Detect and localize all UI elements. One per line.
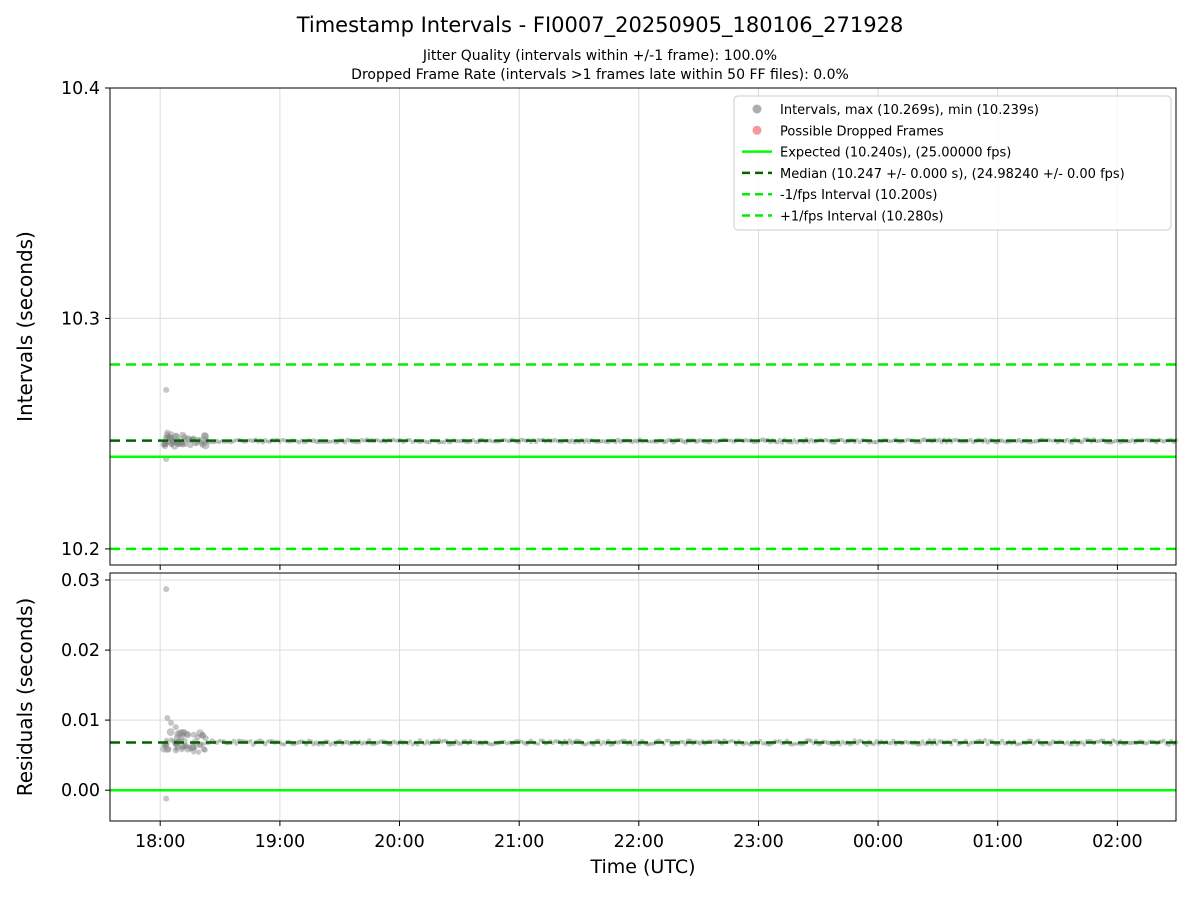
y-tick-label: 0.03 (61, 571, 100, 591)
y-tick-label: 0.01 (61, 711, 100, 731)
y-tick-label: 0.02 (61, 641, 100, 661)
scatter-point (168, 431, 174, 438)
scatter-point (202, 735, 209, 742)
y-axis-label-residuals: Residuals (seconds) (13, 598, 37, 797)
legend-label: Intervals, max (10.269s), min (10.239s) (780, 103, 1039, 118)
scatter-point (163, 586, 170, 593)
chart-subtitle-dropped-frame-rate: Dropped Frame Rate (intervals >1 frames … (351, 67, 849, 83)
legend-label: Expected (10.240s), (25.00000 fps) (780, 146, 1011, 161)
scatter-point (181, 434, 188, 441)
y-tick-label: 0.00 (61, 781, 100, 801)
scatter-point (164, 715, 171, 721)
legend-box (733, 95, 1172, 231)
scatter-point (162, 743, 168, 749)
x-tick-label: 02:00 (1092, 832, 1142, 852)
scatter-point (172, 724, 179, 731)
x-tick-label: 00:00 (853, 832, 903, 852)
x-tick-label: 23:00 (733, 832, 783, 852)
panel-residuals: 0.00 0.01 0.02 0.03 18:00 19:00 20:00 21:00 22:0… (13, 571, 1179, 852)
x-tick-label: 01:00 (972, 832, 1022, 852)
legend-label: Median (10.247 +/- 0.000 s), (24.98240 +… (780, 167, 1125, 182)
legend-label: Possible Dropped Frames (780, 124, 944, 139)
scatter-point (190, 731, 197, 738)
x-tick-label: 18:00 (135, 832, 185, 852)
chart-title: Timestamp Intervals - FI0007_20250905_18… (296, 13, 904, 37)
y-tick-label: 10.3 (61, 309, 100, 329)
legend-label: -1/fps Interval (10.200s) (780, 188, 937, 203)
x-axis-label: Time (UTC) (589, 856, 695, 878)
legend-marker (752, 104, 762, 114)
scatter-point (163, 795, 170, 802)
x-tick-label: 19:00 (255, 832, 305, 852)
legend: Intervals, max (10.269s), min (10.239s) P… (733, 95, 1172, 231)
x-tick-label: 21:00 (494, 832, 544, 852)
x-tick-label: 20:00 (374, 832, 424, 852)
scatter-point (172, 432, 179, 439)
y-tick-label: 10.4 (61, 79, 100, 99)
scatter-point (168, 719, 174, 726)
x-tick-label: 22:00 (614, 832, 664, 852)
scatter-series-intervals (160, 386, 1179, 462)
axes-border (109, 572, 1177, 822)
scatter-point (164, 429, 171, 436)
legend-marker (752, 125, 762, 135)
scatter-point (163, 386, 170, 393)
scatter-point (162, 443, 168, 450)
chart-subtitle-jitter-quality: Jitter Quality (intervals within +/-1 fr… (422, 48, 778, 64)
y-tick-label: 10.2 (61, 540, 100, 560)
scatter-series-residuals (160, 586, 1179, 802)
scatter-point (181, 729, 188, 735)
legend-label: +1/fps Interval (10.280s) (780, 210, 944, 225)
axes-border (109, 87, 1177, 566)
y-axis-label-intervals: Intervals (seconds) (13, 231, 37, 422)
